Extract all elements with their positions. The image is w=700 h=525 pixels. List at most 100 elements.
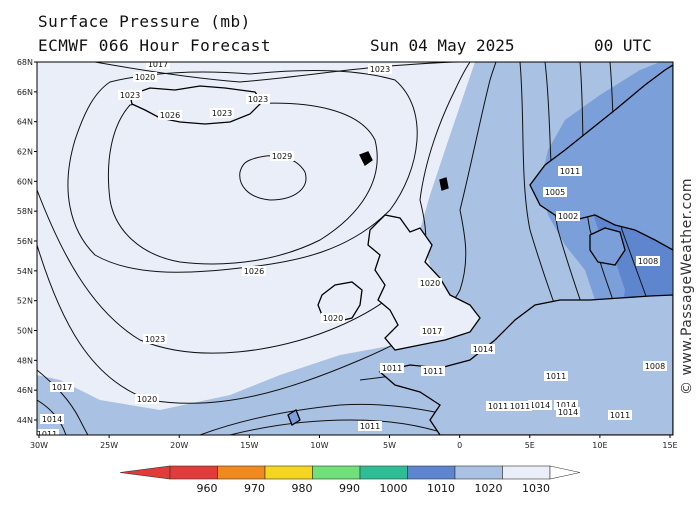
map-area: 1017 1020 1023 1026 1023 1023 1029 1023 1026 1020… bbox=[37, 60, 673, 455]
svg-text:1011: 1011 bbox=[360, 422, 380, 431]
svg-text:1014: 1014 bbox=[558, 408, 578, 417]
forecast-time: 00 UTC bbox=[594, 36, 652, 55]
lon-label-10E: 10E bbox=[592, 441, 607, 450]
svg-text:1020: 1020 bbox=[323, 314, 343, 323]
svg-text:1017: 1017 bbox=[52, 383, 72, 392]
lon-label-10W: 10W bbox=[310, 441, 328, 450]
isobar-label: 1023 bbox=[368, 64, 392, 74]
isobar-label: 1029 bbox=[270, 151, 294, 161]
svg-text:1023: 1023 bbox=[145, 335, 165, 344]
svg-text:1011: 1011 bbox=[423, 367, 443, 376]
isobar-label: 1026 bbox=[242, 266, 266, 276]
lat-label-50N: 50N bbox=[17, 327, 33, 336]
lon-label-15E: 15E bbox=[662, 441, 677, 450]
isobar-label: 1005 bbox=[543, 187, 567, 197]
svg-text:1020: 1020 bbox=[135, 73, 155, 82]
isobar-label: 1014 bbox=[40, 414, 64, 424]
isobar-label: 1026 bbox=[158, 110, 182, 120]
svg-text:1008: 1008 bbox=[645, 362, 665, 371]
colorbar-label-1010: 1010 bbox=[427, 482, 455, 495]
isobar-label: 1017 bbox=[146, 60, 170, 69]
watermark: © www.PassageWeather.com bbox=[679, 177, 695, 395]
svg-text:1014: 1014 bbox=[556, 401, 576, 410]
svg-text:1011: 1011 bbox=[610, 411, 630, 420]
isobar-label: 1017 bbox=[50, 382, 74, 392]
colorbar-segment bbox=[502, 465, 551, 480]
svg-text:1002: 1002 bbox=[558, 212, 578, 221]
lat-label-56N: 56N bbox=[17, 237, 33, 246]
lat-label-48N: 48N bbox=[17, 356, 33, 365]
isobar-label: 1020 bbox=[133, 72, 157, 82]
svg-text:1011: 1011 bbox=[37, 430, 57, 439]
svg-text:1014: 1014 bbox=[473, 345, 493, 354]
lat-label-68N: 68N bbox=[17, 58, 33, 67]
isobar-label: 1023 bbox=[143, 334, 167, 344]
colorbar-segment bbox=[407, 465, 456, 480]
colorbar-segment bbox=[359, 465, 408, 480]
svg-text:1005: 1005 bbox=[545, 188, 565, 197]
svg-text:1014: 1014 bbox=[42, 415, 62, 424]
forecast-date: Sun 04 May 2025 bbox=[370, 36, 515, 55]
model-forecast-label: ECMWF 066 Hour Forecast bbox=[38, 36, 272, 55]
isobar-label: 1014 bbox=[528, 400, 552, 410]
chart-title: Surface Pressure (mb) bbox=[38, 12, 251, 31]
isobar-label: 1011 bbox=[37, 429, 59, 439]
isobar-label: 1014 bbox=[554, 400, 578, 410]
svg-text:1008: 1008 bbox=[638, 257, 658, 266]
colorbar-label-1020: 1020 bbox=[475, 482, 503, 495]
isobar-label: 1017 bbox=[420, 326, 444, 336]
isobar-label: 1023 bbox=[246, 94, 270, 104]
isobar-label: 1011 bbox=[435, 445, 459, 455]
isobar-label: 1008 bbox=[636, 256, 660, 266]
colorbar-segment bbox=[217, 465, 266, 480]
svg-text:1029: 1029 bbox=[272, 152, 292, 161]
svg-text:1023: 1023 bbox=[370, 65, 390, 74]
lat-label-52N: 52N bbox=[17, 297, 33, 306]
colorbar-segment bbox=[312, 465, 361, 480]
colorbar-tip-high bbox=[549, 465, 581, 480]
colorbar-label-1000: 1000 bbox=[380, 482, 408, 495]
colorbar-label-1030: 1030 bbox=[522, 482, 550, 495]
svg-text:1020: 1020 bbox=[137, 395, 157, 404]
svg-text:1014: 1014 bbox=[530, 401, 550, 410]
isobar-label: 1002 bbox=[556, 211, 580, 221]
lat-label-64N: 64N bbox=[17, 118, 33, 127]
svg-text:1026: 1026 bbox=[160, 111, 180, 120]
svg-text:1017: 1017 bbox=[148, 60, 168, 69]
colorbar-label-970: 970 bbox=[244, 482, 265, 495]
pressure-band-1020-1030 bbox=[37, 62, 475, 410]
colorbar-label-990: 990 bbox=[339, 482, 360, 495]
lat-label-62N: 62N bbox=[17, 148, 33, 157]
colorbar-segment bbox=[169, 465, 218, 480]
isobar-label: 1011 bbox=[421, 366, 445, 376]
svg-text:1014: 1014 bbox=[630, 440, 650, 449]
isobar-label: 1014 bbox=[471, 344, 495, 354]
isobar-label: 1014 bbox=[628, 439, 652, 449]
lat-label-58N: 58N bbox=[17, 207, 33, 216]
svg-text:1023: 1023 bbox=[120, 91, 140, 100]
isobar-label: 1011 bbox=[558, 166, 582, 176]
svg-text:1011: 1011 bbox=[437, 446, 457, 455]
isobar-label: 1014 bbox=[556, 407, 580, 417]
map-frame bbox=[36, 61, 674, 436]
lat-label-46N: 46N bbox=[17, 386, 33, 395]
svg-text:1011: 1011 bbox=[546, 372, 566, 381]
pressure-colorbar: 960 970 980 990 1000 1010 1020 1030 bbox=[119, 465, 581, 495]
longitude-labels: 30W 25W 20W 15W 10W 5W 0 5E 10E 15E bbox=[30, 435, 678, 450]
colorbar-label-980: 980 bbox=[292, 482, 313, 495]
svg-text:1011: 1011 bbox=[488, 402, 508, 411]
svg-text:1011: 1011 bbox=[560, 167, 580, 176]
isobar-label: 1011 bbox=[486, 401, 510, 411]
lat-label-60N: 60N bbox=[17, 177, 33, 186]
isobar-label: 1023 bbox=[118, 90, 142, 100]
svg-text:1011: 1011 bbox=[510, 402, 530, 411]
isobar-label: 1011 bbox=[544, 371, 568, 381]
isobar-label: 1011 bbox=[508, 401, 532, 411]
lon-label-20W: 20W bbox=[170, 441, 188, 450]
latitude-labels: 68N 66N 64N 62N 60N 58N 56N 54N 52N 50N 48N 46N 44N bbox=[17, 58, 37, 425]
lon-label-0: 0 bbox=[457, 441, 462, 450]
lat-label-54N: 54N bbox=[17, 267, 33, 276]
isobar-labels: 1017 1020 1023 1026 1023 1023 1029 1023 1026 1020… bbox=[37, 60, 667, 455]
svg-text:1023: 1023 bbox=[248, 95, 268, 104]
